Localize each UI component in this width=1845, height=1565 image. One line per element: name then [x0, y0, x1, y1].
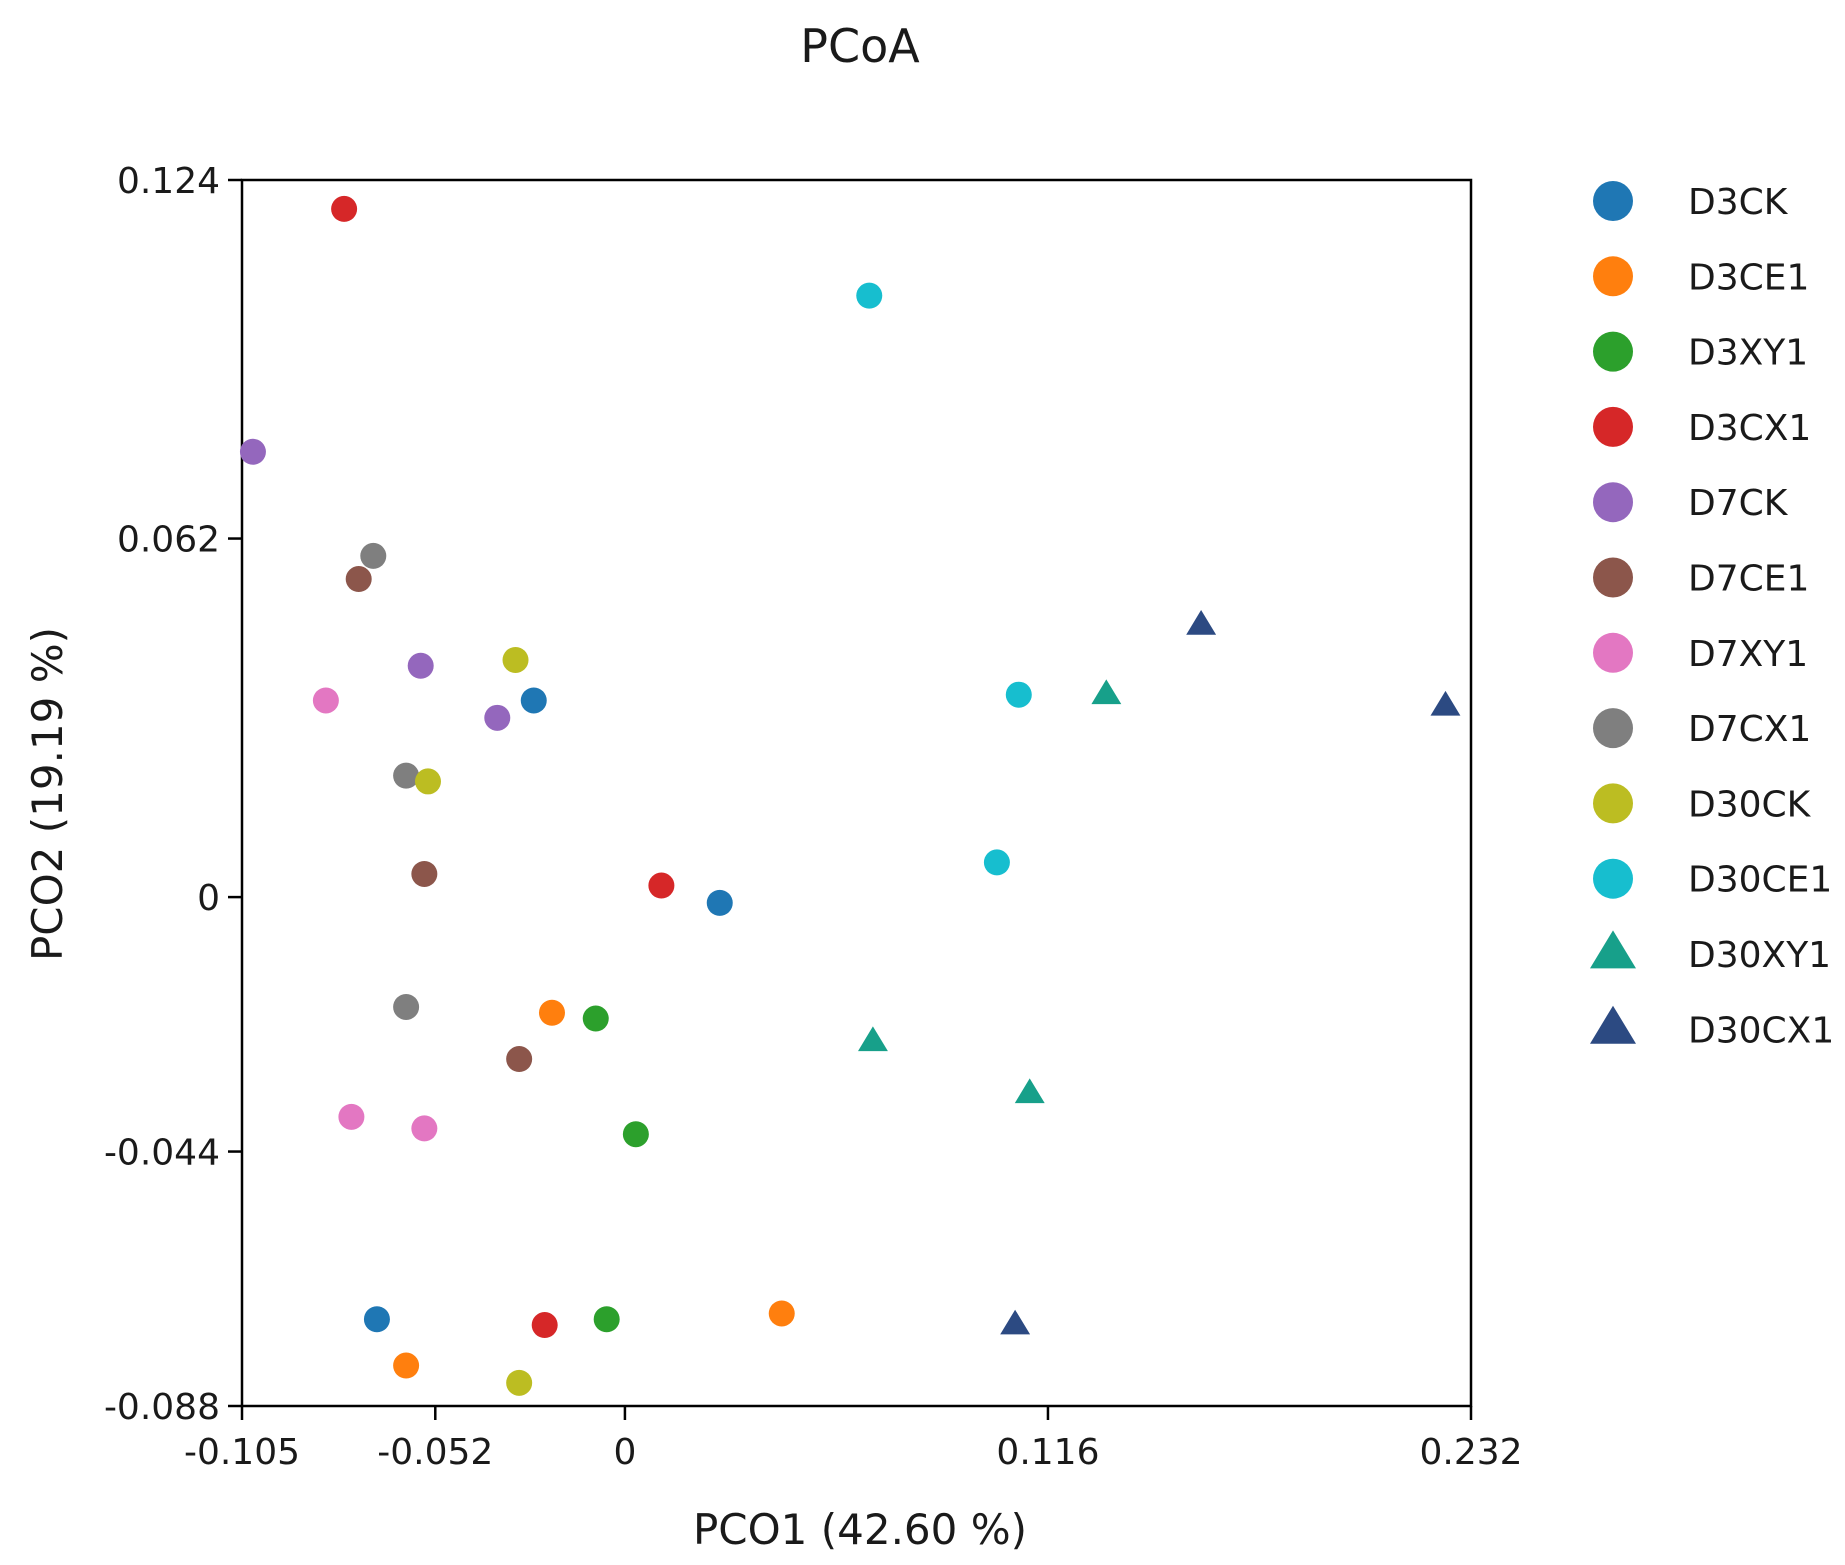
legend-label-d30ck: D30CK [1688, 784, 1812, 825]
y-tick-label: 0 [197, 878, 220, 919]
legend-label-d30ce1: D30CE1 [1688, 860, 1832, 901]
legend-marker-d7ck [1593, 482, 1633, 523]
data-points [239, 195, 1461, 1396]
legend-label-d3ce1: D3CE1 [1688, 257, 1809, 298]
point-d30cx1 [1430, 690, 1461, 716]
legend-label-d7ce1: D7CE1 [1688, 559, 1809, 600]
y-tick-label: 0.062 [117, 520, 220, 561]
point-d30xy1 [1014, 1078, 1045, 1104]
point-d30ce1 [1005, 681, 1032, 708]
legend-marker-d30xy1 [1590, 930, 1636, 969]
legend-label-d7ck: D7CK [1688, 483, 1789, 524]
legend-marker-d30ck [1593, 783, 1633, 824]
point-d7cx1 [393, 762, 420, 789]
legend-marker-d3cx1 [1593, 406, 1633, 447]
point-d7xy1 [312, 687, 339, 714]
y-tick-label: -0.088 [104, 1387, 220, 1428]
point-d30ck [414, 768, 441, 795]
point-d3ck [363, 1306, 390, 1333]
x-tick-label: 0.116 [996, 1432, 1099, 1473]
point-d3ce1 [393, 1352, 420, 1379]
point-d30ck [506, 1369, 533, 1396]
legend-label-d3xy1: D3XY1 [1688, 333, 1808, 374]
legend-label-d30xy1: D30XY1 [1688, 935, 1831, 976]
point-d30xy1 [1091, 679, 1122, 705]
legend-marker-d3xy1 [1593, 331, 1633, 372]
point-d30ce1 [856, 282, 883, 309]
x-axis-ticks: -0.105 -0.052 0 0.116 0.232 [184, 1406, 1523, 1473]
x-tick-label: -0.105 [184, 1432, 300, 1473]
legend: D3CK D3CE1 D3XY1 D3CX1 D7CK D7CE1 D7XY1 D7CX1 D3… [1590, 181, 1834, 1051]
legend-marker-d30ce1 [1593, 858, 1633, 899]
point-d3ce1 [538, 999, 565, 1026]
point-d7ce1 [345, 566, 372, 593]
point-d3ck [706, 889, 733, 916]
x-tick-label: 0 [613, 1432, 636, 1473]
point-d3cx1 [331, 195, 358, 222]
point-d3xy1 [593, 1306, 620, 1333]
point-d7ce1 [506, 1046, 533, 1073]
point-d3ce1 [768, 1300, 795, 1327]
legend-marker-d7cx1 [1593, 708, 1633, 749]
x-tick-label: -0.052 [377, 1432, 493, 1473]
legend-marker-d7xy1 [1593, 632, 1633, 673]
point-d7xy1 [338, 1103, 365, 1130]
legend-marker-d30cx1 [1590, 1005, 1636, 1044]
point-d7cx1 [360, 542, 387, 569]
y-axis-ticks: 0.124 0.062 0 -0.044 -0.088 [104, 161, 242, 1428]
legend-marker-d7ce1 [1593, 557, 1633, 598]
chart-title: PCoA [800, 19, 920, 73]
point-d3cx1 [531, 1312, 558, 1339]
y-axis-label: PCO2 (19.19 %) [23, 627, 72, 961]
legend-marker-d3ck [1593, 181, 1633, 221]
point-d3xy1 [582, 1005, 609, 1032]
point-d30ck [502, 646, 529, 673]
x-tick-label: 0.232 [1419, 1432, 1522, 1473]
point-d7ce1 [411, 860, 438, 887]
point-d30cx1 [1000, 1309, 1031, 1335]
x-axis-label: PCO1 (42.60 %) [693, 1505, 1027, 1554]
point-d7ck [484, 704, 511, 731]
legend-label-d7cx1: D7CX1 [1688, 709, 1811, 750]
point-d7ck [239, 438, 266, 465]
y-tick-label: -0.044 [104, 1133, 220, 1174]
point-d30cx1 [1186, 610, 1217, 635]
point-d30xy1 [858, 1026, 888, 1052]
y-tick-label: 0.124 [117, 161, 220, 202]
legend-marker-d3ce1 [1593, 256, 1633, 297]
plot-area-frame [240, 178, 1473, 1408]
point-d3ck [520, 687, 547, 714]
point-d3cx1 [648, 872, 675, 899]
legend-label-d3cx1: D3CX1 [1688, 408, 1811, 449]
point-d7ck [407, 652, 434, 679]
point-d3xy1 [622, 1121, 649, 1148]
point-d7cx1 [393, 993, 420, 1020]
point-d30ce1 [983, 849, 1010, 876]
point-d7xy1 [411, 1115, 438, 1142]
legend-label-d30cx1: D30CX1 [1688, 1010, 1834, 1051]
legend-label-d3ck: D3CK [1688, 182, 1789, 223]
legend-label-d7xy1: D7XY1 [1688, 634, 1808, 675]
